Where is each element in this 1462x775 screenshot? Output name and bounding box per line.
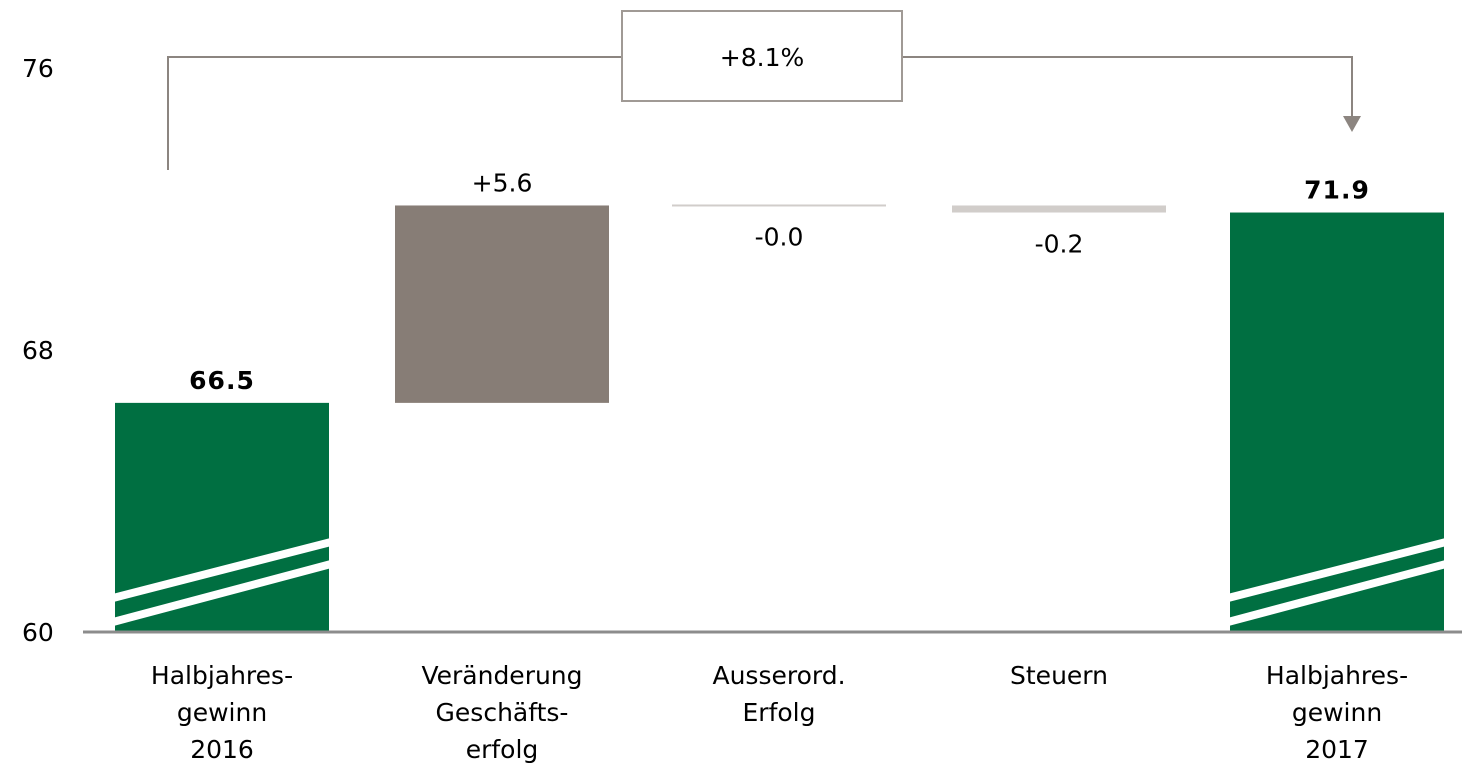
y-tick-label-1: 68 <box>22 336 54 365</box>
category-label-4-line-1: gewinn <box>1292 698 1382 727</box>
bar-0 <box>115 402 329 632</box>
category-label-0-line-0: Halbjahres- <box>151 661 293 690</box>
category-label-2-line-1: Erfolg <box>743 698 816 727</box>
bar-4 <box>1230 212 1444 632</box>
value-label-1: +5.6 <box>472 168 533 197</box>
y-tick-label-0: 60 <box>22 618 54 647</box>
value-label-2: -0.0 <box>755 222 804 251</box>
category-label-4-line-2: 2017 <box>1305 735 1369 764</box>
value-label-4: 71.9 <box>1304 176 1370 205</box>
bracket-line <box>167 56 1353 170</box>
growth-label: +8.1% <box>720 43 804 72</box>
category-label-0-line-2: 2016 <box>190 735 254 764</box>
category-label-3-line-0: Steuern <box>1010 661 1108 690</box>
value-label-3: -0.2 <box>1035 230 1084 259</box>
bar-1 <box>395 205 609 403</box>
category-label-4-line-0: Halbjahres- <box>1266 661 1408 690</box>
value-label-0: 66.5 <box>189 366 255 395</box>
growth-label-box <box>621 10 903 102</box>
axis-break-mark-4 <box>1226 538 1448 626</box>
category-label-1-line-1: Geschäfts- <box>436 698 569 727</box>
bar-3 <box>952 205 1166 213</box>
category-label-1-line-0: Veränderung <box>421 661 582 690</box>
arrow-down-icon <box>1343 116 1361 132</box>
category-label-2-line-0: Ausserord. <box>712 661 845 690</box>
bar-2 <box>672 204 886 207</box>
labels-layer: 66.5 +5.6 -0.0 -0.2 71.9 Halbjahres-gewinn 201… <box>22 54 1408 764</box>
y-tick-label-2: 76 <box>22 54 54 83</box>
category-label-1-line-2: erfolg <box>466 735 539 764</box>
growth-bracket: +8.1% <box>167 10 1361 170</box>
axis-break-mark-0 <box>111 538 333 626</box>
bars-layer <box>111 204 1448 632</box>
category-label-0-line-1: gewinn <box>177 698 267 727</box>
